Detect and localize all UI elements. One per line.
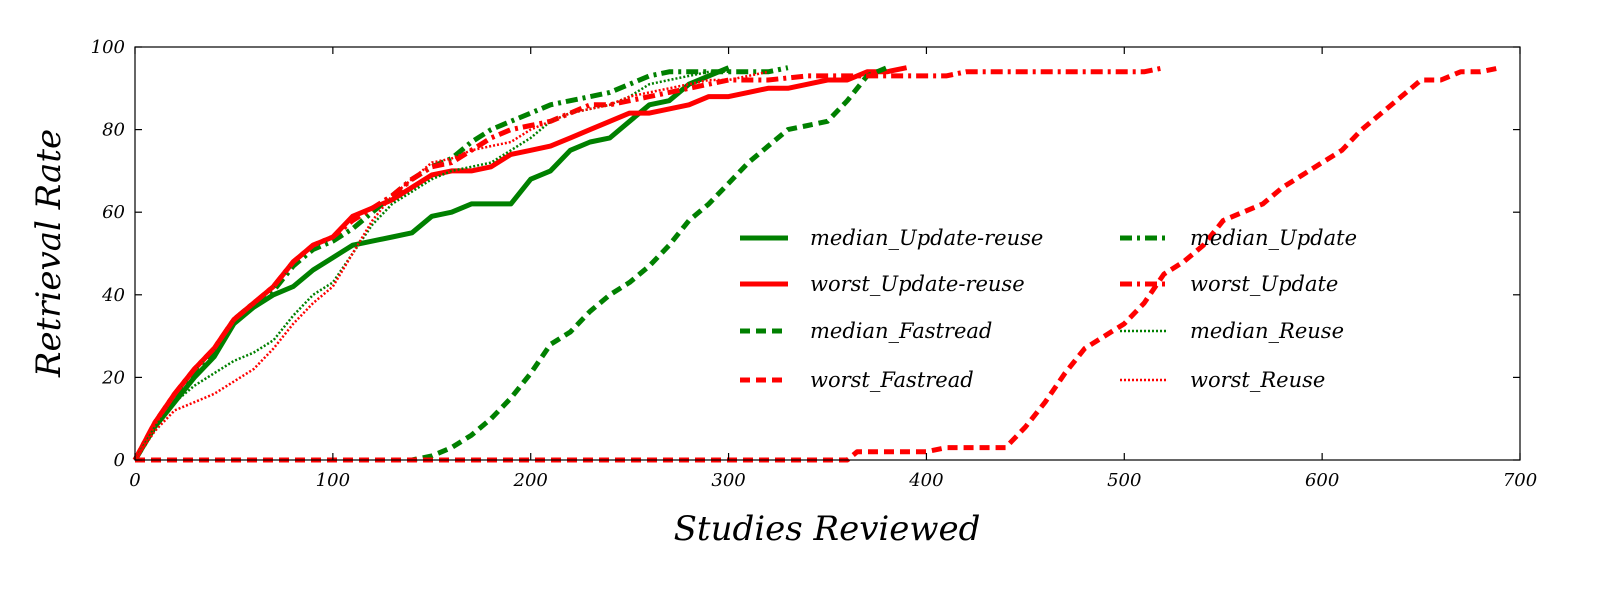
plot-frame [134, 46, 1521, 461]
x-tick-label: 200 [513, 470, 548, 491]
y-axis-label: Retrieval Rate [29, 129, 69, 378]
y-tick-label: 40 [101, 285, 125, 306]
legend-label-median_Update-reuse: median_Update-reuse [810, 226, 1043, 250]
x-axis-label: Studies Reviewed [674, 509, 981, 549]
y-tick-label: 0 [114, 450, 125, 471]
legend: median_Update-reuseworst_Update-reusemed… [740, 226, 1357, 392]
axis-ticks: 0 100 200 300 400 500 600 700 0 20 40 60 80 100 [91, 37, 1538, 491]
legend-label-worst_Update-reuse: worst_Update-reuse [810, 272, 1025, 296]
x-tick-label: 600 [1305, 470, 1339, 491]
series-line-median_Fastread [135, 65, 888, 463]
x-tick-label: 500 [1107, 470, 1141, 491]
series-line-worst_Fastread [135, 65, 1501, 463]
y-tick-label: 20 [101, 367, 125, 388]
series-line-median_Update-reuse [132, 65, 730, 462]
y-tick-label: 80 [102, 120, 125, 141]
x-tick-label: 700 [1503, 470, 1537, 491]
series-line-median_Update [132, 65, 789, 462]
x-tick-label: 400 [908, 470, 943, 491]
y-tick-label: 60 [102, 202, 125, 223]
y-tick-label: 100 [91, 37, 125, 58]
legend-label-worst_Reuse: worst_Reuse [1190, 368, 1325, 392]
series-line-median_Reuse [133, 70, 729, 461]
legend-label-worst_Update: worst_Update [1190, 272, 1338, 296]
x-tick-label: 300 [711, 470, 745, 491]
legend-label-median_Update: median_Update [1190, 226, 1357, 250]
legend-label-median_Reuse: median_Reuse [1190, 319, 1344, 343]
legend-label-worst_Fastread: worst_Fastread [810, 368, 974, 392]
x-tick-label: 100 [316, 470, 350, 491]
legend-label-median_Fastread: median_Fastread [810, 319, 992, 343]
plot-area [132, 65, 1501, 463]
series-line-worst_Update [132, 65, 1165, 462]
x-tick-label: 0 [129, 470, 140, 491]
series-line-worst_Reuse [133, 70, 769, 461]
